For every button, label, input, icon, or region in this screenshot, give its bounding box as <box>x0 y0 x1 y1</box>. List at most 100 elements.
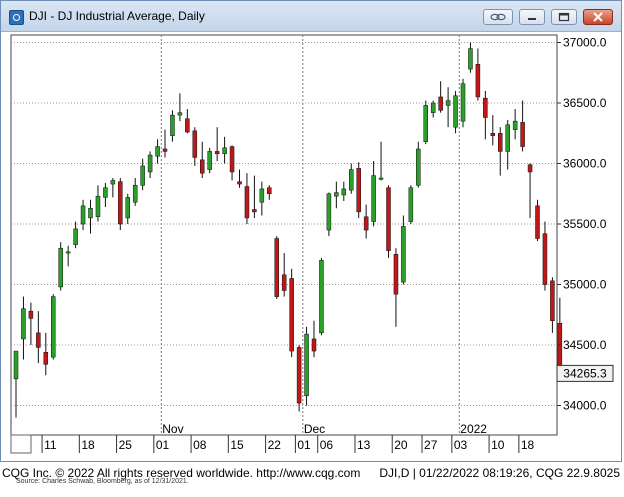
candle-body <box>311 338 317 352</box>
candle <box>110 178 116 198</box>
candle <box>259 181 265 216</box>
candle-body <box>281 274 287 291</box>
candle <box>132 178 138 206</box>
candle <box>423 100 428 145</box>
candle-body <box>103 187 108 198</box>
x-tick-label: 11 <box>44 438 57 452</box>
month-label: 2022 <box>460 422 487 436</box>
candle-body <box>401 226 406 283</box>
title-bar[interactable]: DJI - DJ Industrial Average, Daily <box>1 1 621 32</box>
maximize-button[interactable] <box>551 9 577 25</box>
candle <box>430 100 436 118</box>
candle-body <box>341 188 347 196</box>
y-tick-label: 35000.0 <box>563 278 607 292</box>
candle <box>326 192 332 237</box>
candle-body <box>43 352 49 365</box>
chart-window: DJI - DJ Industrial Average, Daily <box>0 0 622 462</box>
candle-body <box>95 195 101 217</box>
candle-body <box>483 97 488 118</box>
candle <box>125 193 130 224</box>
source-note: Source: Charles Schwab, Bloomberg, as of… <box>16 478 189 485</box>
candle-body <box>416 148 421 186</box>
x-tick-label: 18 <box>81 438 95 452</box>
candle <box>408 185 414 224</box>
candle <box>453 90 458 134</box>
x-tick-label: 13 <box>357 438 371 452</box>
candle <box>274 236 279 300</box>
x-tick-label: 25 <box>119 438 133 452</box>
candle-body <box>371 175 376 222</box>
candle-body <box>535 205 540 239</box>
candle <box>334 181 339 209</box>
candle-body <box>207 151 212 170</box>
close-icon <box>593 12 603 22</box>
scroll-corner-box[interactable] <box>10 434 32 454</box>
candle <box>371 161 376 227</box>
candle <box>95 185 101 222</box>
candle <box>155 139 160 164</box>
candle-body <box>349 169 354 191</box>
candle <box>21 296 26 360</box>
candle-body <box>334 192 339 197</box>
candle <box>185 109 190 134</box>
candle-body <box>304 333 309 397</box>
candle <box>468 42 473 73</box>
candle-body <box>512 120 518 130</box>
candle <box>222 136 227 164</box>
candle-body <box>21 308 26 340</box>
candle-body <box>140 165 145 186</box>
candle <box>162 129 168 158</box>
candle <box>43 332 49 376</box>
candle-body <box>319 260 324 334</box>
last-price-marker: 34265.3 <box>556 364 614 382</box>
candle <box>147 151 153 179</box>
minimize-icon <box>528 18 536 20</box>
candle <box>483 90 488 140</box>
price-axis: 34000.0 34500.0 35000.0 35500.0 36000.0 36500… <box>557 36 607 413</box>
candle <box>393 248 399 327</box>
candle <box>349 163 354 194</box>
candle <box>363 204 369 239</box>
candle <box>207 147 212 174</box>
candle-body <box>430 102 436 113</box>
y-tick-label: 37000.0 <box>563 36 607 50</box>
minimize-button[interactable] <box>519 9 545 25</box>
candle <box>289 268 294 358</box>
candle-body <box>520 122 525 147</box>
candle <box>237 169 242 188</box>
x-tick-label: 08 <box>193 438 207 452</box>
candle-body <box>453 95 458 128</box>
chart-area[interactable]: 34000.0 34500.0 35000.0 35500.0 36000.0 36500… <box>9 33 619 457</box>
y-tick-label: 34500.0 <box>563 338 607 352</box>
candle <box>103 182 108 208</box>
candle <box>200 141 205 179</box>
candle <box>550 277 555 333</box>
month-label: Dec <box>304 422 325 436</box>
x-tick-label: 15 <box>230 438 244 452</box>
candle <box>460 78 466 128</box>
candle <box>311 320 317 358</box>
cqg-app-icon <box>9 10 24 25</box>
candle <box>542 221 548 291</box>
candle <box>319 257 324 336</box>
maximize-icon <box>558 12 570 22</box>
candlestick-chart[interactable]: 34000.0 34500.0 35000.0 35500.0 36000.0 36500… <box>9 33 619 457</box>
candle-body <box>170 114 175 136</box>
candle-body <box>274 238 279 297</box>
candle <box>535 199 540 241</box>
candle-body <box>222 147 227 155</box>
x-tick-label: 03 <box>454 438 468 452</box>
candle <box>58 242 63 291</box>
link-button[interactable] <box>483 9 513 25</box>
candle <box>36 311 41 364</box>
candle-body <box>378 177 384 180</box>
close-button[interactable] <box>583 9 613 25</box>
candle-body <box>125 197 130 219</box>
date-axis: Nov Dec 2022 11 18 25 01 08 15 22 01 06 13 20 27 03 10 18 <box>41 422 535 453</box>
candle <box>281 253 287 297</box>
candle <box>73 221 78 249</box>
y-tick-label: 36500.0 <box>563 96 607 110</box>
candle-body <box>386 187 391 251</box>
candle-body <box>155 146 160 157</box>
link-chain-icon <box>490 13 506 21</box>
